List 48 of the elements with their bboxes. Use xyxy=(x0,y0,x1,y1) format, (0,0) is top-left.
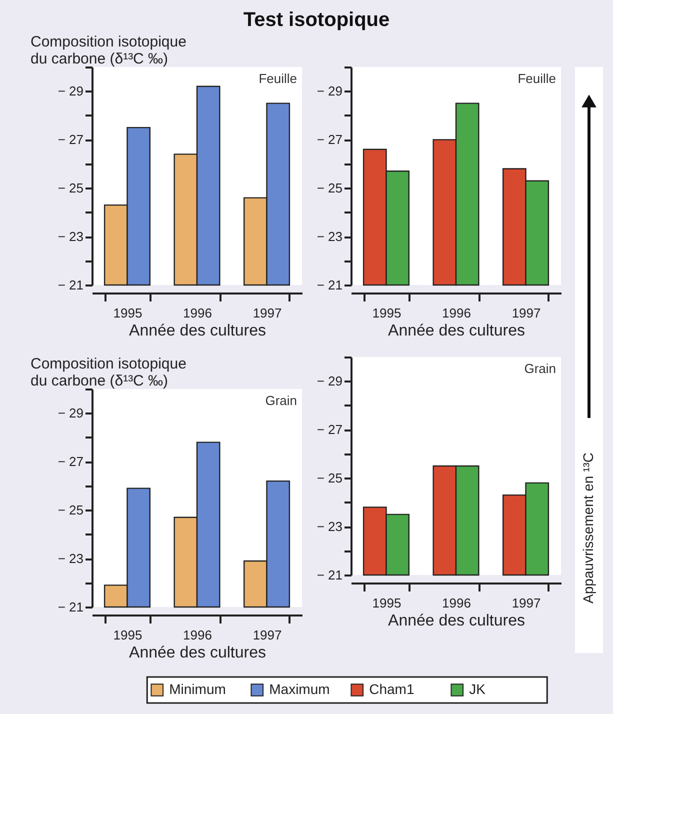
annotation: Feuille xyxy=(258,71,297,86)
annotation: Feuille xyxy=(518,71,556,86)
y-tick-label: − 27 xyxy=(316,132,342,148)
y-tick-label: − 23 xyxy=(316,229,342,244)
y-tick-label: − 21 xyxy=(58,600,84,614)
y-tick-label: − 27 xyxy=(58,132,84,148)
x-tick-label: 1995 xyxy=(372,596,402,610)
y-tick-label: − 21 xyxy=(58,278,84,292)
x-axis-title: Année des cultures xyxy=(129,322,266,340)
annotation: Grain xyxy=(524,361,556,376)
legend-label: Maximum xyxy=(269,681,330,697)
y-tick-label: − 27 xyxy=(316,422,342,438)
x-axis-title: Année des cultures xyxy=(388,322,525,340)
y-tick-label: − 21 xyxy=(316,278,342,292)
y-tick-label: − 23 xyxy=(316,519,342,534)
y-tick-label: − 27 xyxy=(58,454,84,470)
y-tick-label: − 25 xyxy=(58,502,84,518)
text: Appauvrissement en ¹³C xyxy=(580,452,596,604)
y-axis-title: Composition isotopique du carbone (δ¹³C ‰) xyxy=(30,356,186,390)
x-tick-label: 1995 xyxy=(113,628,142,642)
x-tick-label: 1997 xyxy=(252,306,282,320)
y-tick-label: − 29 xyxy=(58,406,84,421)
x-tick-label: 1997 xyxy=(252,628,282,642)
y-tick-label: − 29 xyxy=(316,374,342,389)
y-tick-label: − 29 xyxy=(58,84,84,99)
y-tick-label: − 25 xyxy=(58,180,84,196)
x-tick-label: 1997 xyxy=(512,596,541,610)
legend-label: JK xyxy=(469,681,486,697)
annotation: Grain xyxy=(265,393,297,408)
y-tick-label: − 23 xyxy=(58,229,84,244)
x-tick-label: 1996 xyxy=(183,306,212,320)
x-axis-title: Année des cultures xyxy=(129,644,266,662)
x-tick-label: 1996 xyxy=(442,596,471,610)
y-tick-label: − 25 xyxy=(316,470,342,486)
x-tick-label: 1995 xyxy=(113,306,142,320)
x-tick-label: 1996 xyxy=(183,628,212,642)
chart-title: Test isotopique xyxy=(243,9,390,31)
x-axis-title: Année des cultures xyxy=(388,612,525,630)
y-tick-label: − 29 xyxy=(316,84,342,99)
legend-label: Cham1 xyxy=(369,681,414,697)
x-tick-label: 1996 xyxy=(442,306,471,320)
y-tick-label: − 25 xyxy=(316,180,342,196)
y-tick-label: − 21 xyxy=(316,568,342,582)
y-axis-title: Composition isotopique du carbone (δ¹³C ‰) xyxy=(30,34,186,68)
x-tick-label: 1997 xyxy=(512,306,541,320)
x-tick-label: 1995 xyxy=(372,306,402,320)
legend-label: Minimum xyxy=(169,681,226,697)
y-tick-label: − 23 xyxy=(58,551,84,566)
